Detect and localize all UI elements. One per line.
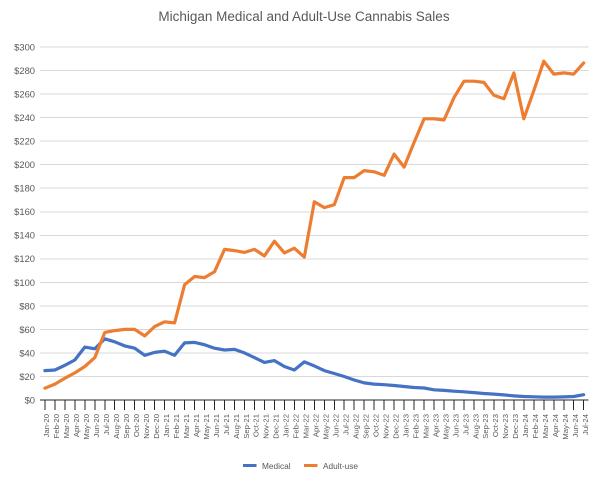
svg-text:$160: $160: [14, 206, 35, 217]
svg-text:Apr-23: Apr-23: [431, 414, 440, 437]
svg-text:$300: $300: [14, 42, 35, 53]
svg-text:Mar-21: Mar-21: [182, 414, 191, 438]
svg-text:Nov-22: Nov-22: [382, 414, 391, 439]
svg-text:Medical: Medical: [262, 461, 291, 471]
svg-text:May-24: May-24: [561, 413, 570, 439]
svg-text:Mar-22: Mar-22: [302, 414, 311, 438]
svg-text:May-23: May-23: [441, 414, 450, 440]
svg-text:Michigan Medical and Adult-Use: Michigan Medical and Adult-Use Cannabis …: [158, 9, 449, 24]
svg-text:Sep-22: Sep-22: [362, 414, 371, 439]
svg-text:Oct-22: Oct-22: [372, 414, 381, 437]
svg-text:Aug-21: Aug-21: [232, 414, 241, 439]
svg-text:Adult-use: Adult-use: [323, 461, 358, 471]
svg-text:Jun-23: Jun-23: [451, 414, 460, 438]
svg-text:$100: $100: [14, 277, 35, 288]
svg-text:Nov-23: Nov-23: [501, 414, 510, 439]
svg-text:Nov-20: Nov-20: [142, 414, 151, 439]
svg-text:Dec-20: Dec-20: [152, 414, 161, 439]
svg-text:$260: $260: [14, 89, 35, 100]
svg-text:$20: $20: [19, 371, 35, 382]
svg-text:$60: $60: [19, 324, 35, 335]
svg-text:Sep-21: Sep-21: [242, 414, 251, 439]
svg-text:Jul-22: Jul-22: [342, 414, 351, 435]
svg-text:Aug-20: Aug-20: [112, 414, 121, 439]
svg-text:$180: $180: [14, 183, 35, 194]
svg-text:$120: $120: [14, 253, 35, 264]
svg-text:Feb-24: Feb-24: [531, 413, 540, 438]
svg-text:Jun-24: Jun-24: [571, 413, 580, 437]
svg-text:Jan-22: Jan-22: [282, 414, 291, 438]
svg-text:Dec-23: Dec-23: [511, 414, 520, 439]
svg-text:Jun-20: Jun-20: [92, 414, 101, 438]
svg-text:Oct-20: Oct-20: [132, 414, 141, 437]
svg-text:Sep-20: Sep-20: [122, 414, 131, 439]
svg-text:Jan-21: Jan-21: [162, 414, 171, 438]
svg-text:Feb-22: Feb-22: [292, 414, 301, 438]
svg-text:$220: $220: [14, 136, 35, 147]
svg-text:Dec-21: Dec-21: [272, 414, 281, 439]
svg-text:Aug-23: Aug-23: [471, 414, 480, 439]
svg-text:Dec-22: Dec-22: [391, 414, 400, 439]
svg-text:Nov-21: Nov-21: [262, 414, 271, 439]
svg-text:Apr-24: Apr-24: [551, 413, 560, 437]
svg-text:Jul-21: Jul-21: [222, 414, 231, 435]
svg-text:May-21: May-21: [202, 414, 211, 440]
svg-text:Jan-24: Jan-24: [521, 413, 530, 437]
svg-text:Apr-20: Apr-20: [72, 414, 81, 437]
svg-text:Apr-22: Apr-22: [312, 414, 321, 437]
svg-text:May-22: May-22: [322, 414, 331, 440]
svg-text:Jul-20: Jul-20: [102, 414, 111, 435]
svg-text:Mar-23: Mar-23: [421, 414, 430, 438]
svg-text:Feb-20: Feb-20: [52, 414, 61, 438]
svg-text:$240: $240: [14, 112, 35, 123]
svg-text:Feb-23: Feb-23: [411, 414, 420, 438]
svg-text:$280: $280: [14, 65, 35, 76]
svg-text:$200: $200: [14, 159, 35, 170]
svg-text:Oct-21: Oct-21: [252, 414, 261, 437]
svg-text:Jan-23: Jan-23: [401, 414, 410, 438]
svg-text:Mar-24: Mar-24: [541, 413, 550, 438]
svg-text:Jul-23: Jul-23: [461, 414, 470, 435]
svg-text:Apr-21: Apr-21: [192, 414, 201, 437]
svg-text:Jun-21: Jun-21: [212, 414, 221, 438]
svg-text:$40: $40: [19, 347, 35, 358]
svg-text:May-20: May-20: [82, 414, 91, 440]
svg-text:Sep-23: Sep-23: [481, 414, 490, 439]
svg-text:$0: $0: [25, 394, 35, 405]
svg-text:$140: $140: [14, 230, 35, 241]
svg-text:Aug-22: Aug-22: [352, 414, 361, 439]
svg-text:Mar-20: Mar-20: [62, 414, 71, 438]
svg-text:Oct-23: Oct-23: [491, 414, 500, 437]
svg-text:Jan-20: Jan-20: [42, 414, 51, 438]
svg-text:$80: $80: [19, 300, 35, 311]
svg-text:Jul-24: Jul-24: [581, 413, 590, 435]
svg-text:Jun-22: Jun-22: [332, 414, 341, 438]
svg-text:Feb-21: Feb-21: [172, 414, 181, 438]
